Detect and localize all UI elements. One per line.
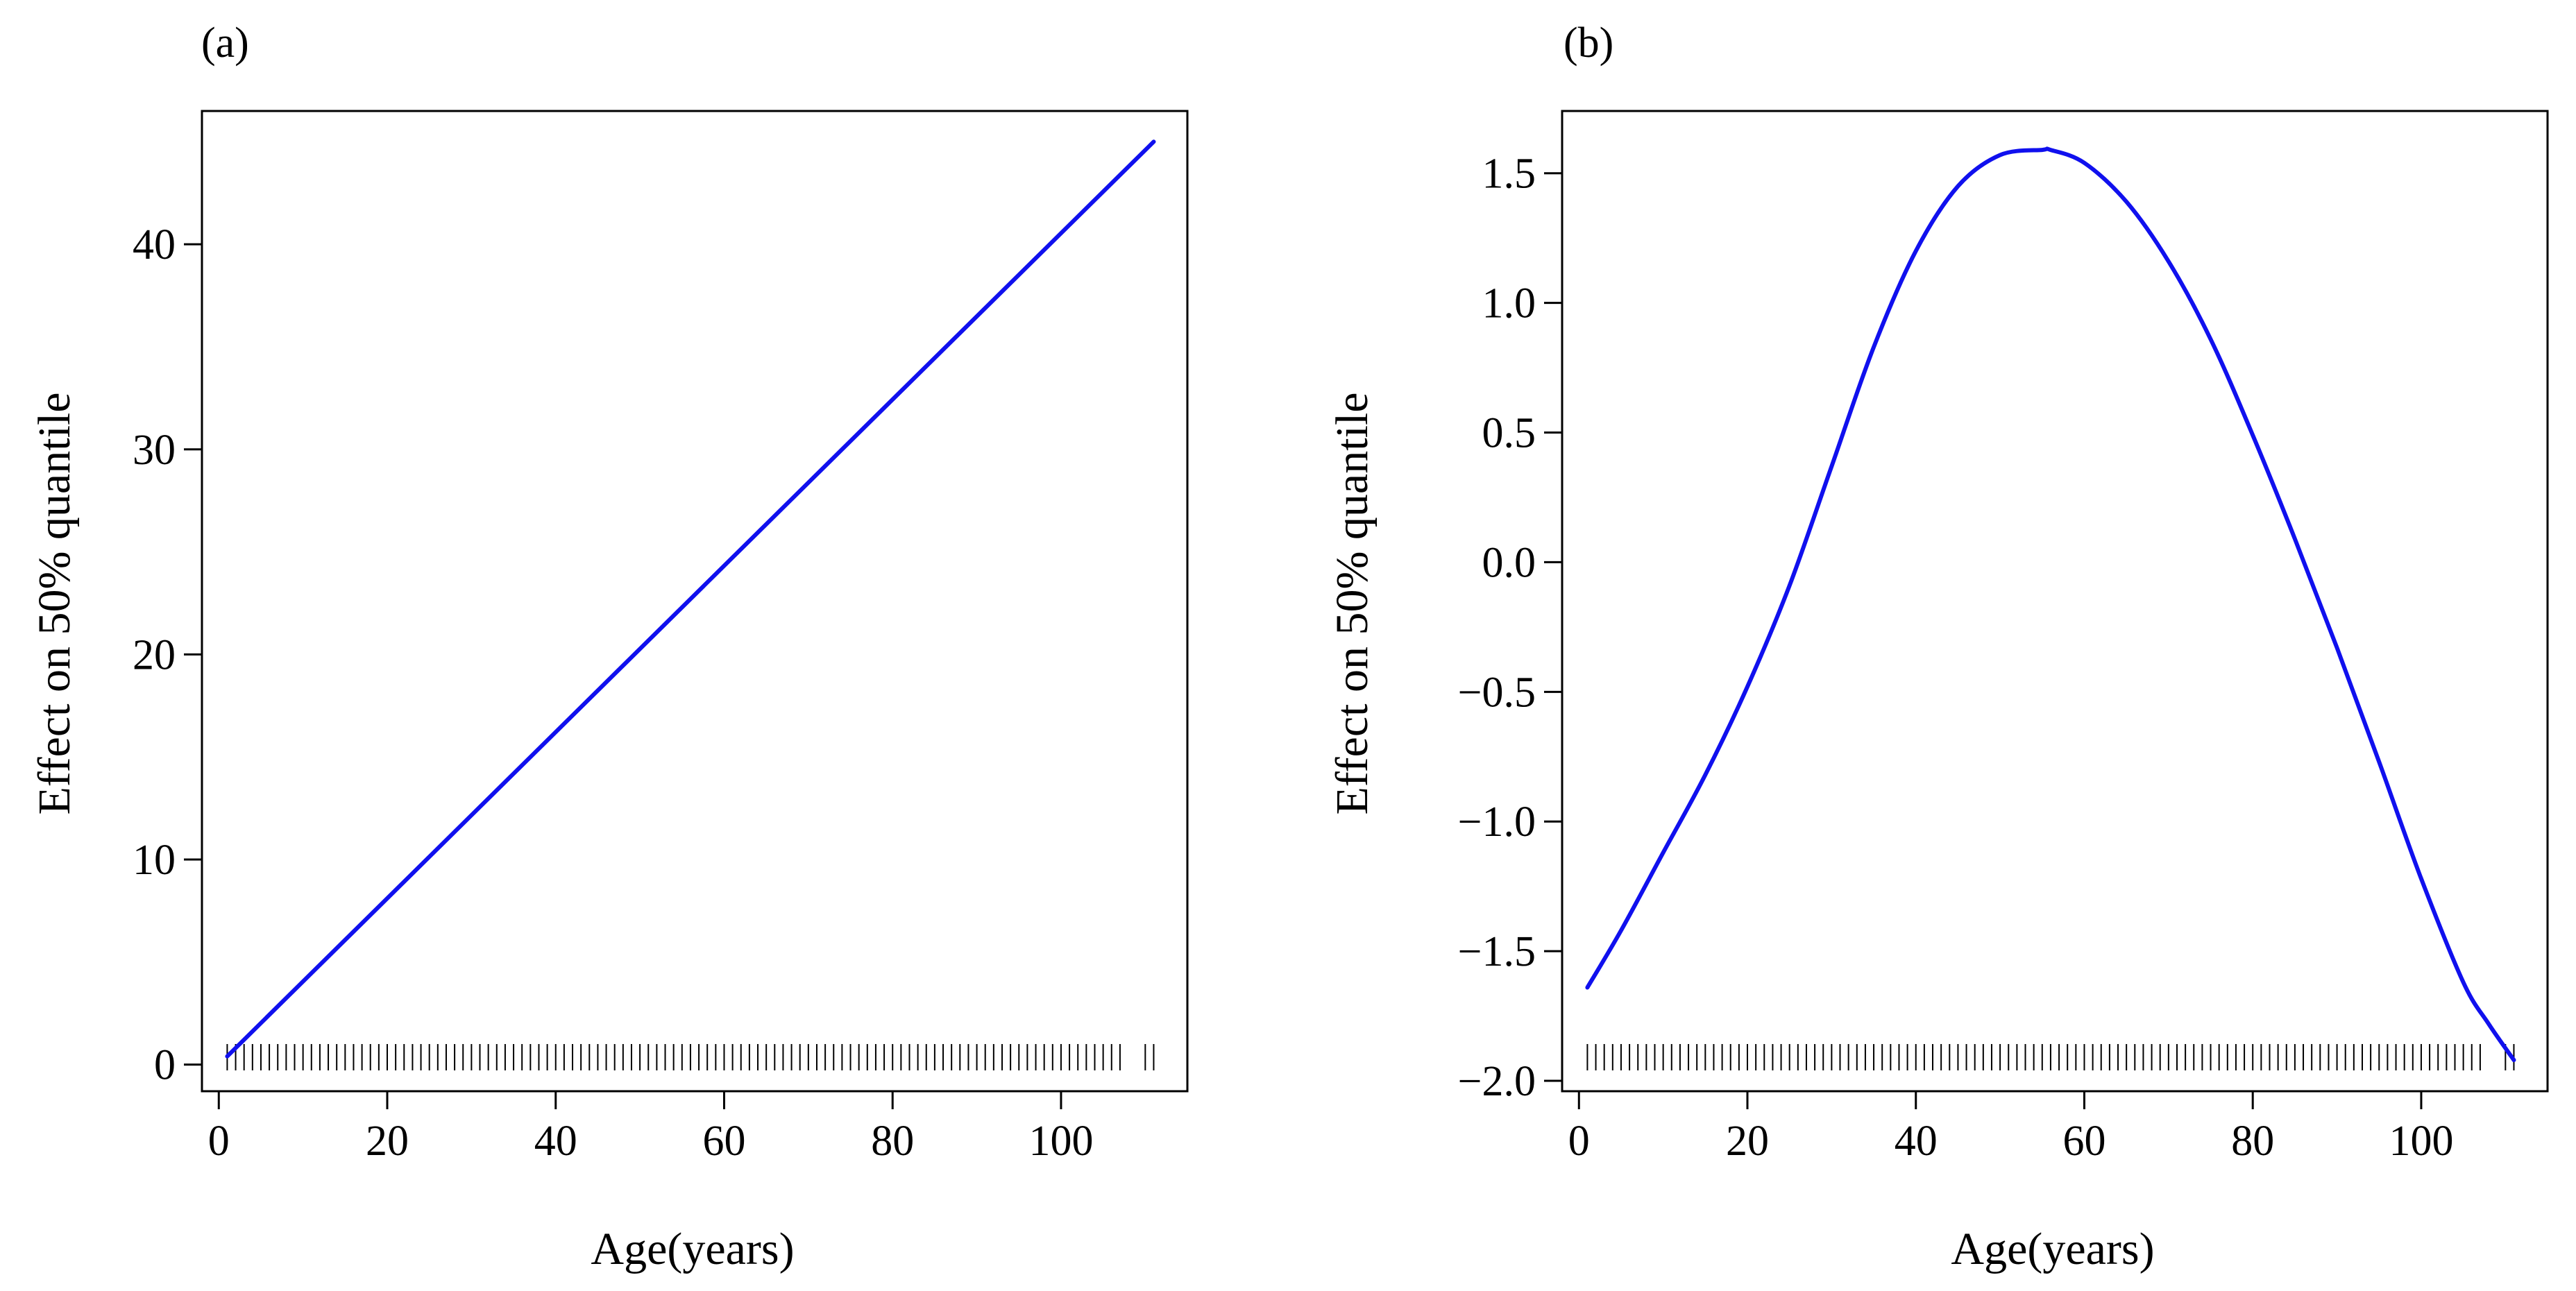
panel-a: (a) Effect on 50% quantile Age(years) 0 2… bbox=[29, 19, 1189, 1274]
rug bbox=[1586, 1044, 2515, 1070]
panel-label: (a) bbox=[201, 19, 249, 67]
y-axis-label: Effect on 50% quantile bbox=[29, 392, 80, 814]
y-tick-label: 0.0 bbox=[1482, 539, 1536, 586]
x-tick-label: 100 bbox=[1028, 1118, 1093, 1165]
x-axis-label: Age(years) bbox=[591, 1224, 794, 1274]
x-tick-label: 60 bbox=[2062, 1118, 2105, 1165]
y-tick-label: 1.5 bbox=[1482, 151, 1536, 198]
y-tick-label: 40 bbox=[133, 221, 176, 268]
x-tick-label: 80 bbox=[2231, 1118, 2274, 1165]
x-tick-label: 20 bbox=[366, 1118, 409, 1165]
series bbox=[1585, 146, 2516, 1063]
series bbox=[225, 139, 1156, 1059]
x-ticks: 0 20 40 60 80 100 bbox=[1568, 1091, 2453, 1165]
y-axis-label: Effect on 50% quantile bbox=[1327, 392, 1378, 814]
y-tick-label: −2.0 bbox=[1458, 1058, 1536, 1105]
y-ticks: −2.0 −1.5 −1.0 −0.5 0.0 0.5 1.0 1.5 bbox=[1458, 151, 1562, 1105]
y-tick-label: −1.0 bbox=[1458, 798, 1536, 846]
plot-frame bbox=[201, 110, 1189, 1093]
series-line-effect bbox=[1585, 146, 2516, 1063]
x-tick-label: 0 bbox=[1568, 1118, 1590, 1165]
y-tick-label: −1.5 bbox=[1458, 928, 1536, 975]
x-tick-label: 100 bbox=[2389, 1118, 2453, 1165]
x-axis-label: Age(years) bbox=[1951, 1224, 2154, 1274]
x-tick-label: 20 bbox=[1726, 1118, 1769, 1165]
y-tick-label: 1.0 bbox=[1482, 280, 1536, 327]
y-tick-label: 0 bbox=[154, 1042, 176, 1089]
series-line-effect bbox=[225, 139, 1156, 1059]
panel-b: (b) Effect on 50% quantile Age(years) 0 2… bbox=[1327, 19, 2549, 1274]
x-tick-label: 0 bbox=[208, 1118, 230, 1165]
y-tick-label: 0.5 bbox=[1482, 410, 1536, 457]
y-tick-label: 10 bbox=[133, 837, 176, 884]
y-ticks: 0 10 20 30 40 bbox=[133, 221, 202, 1089]
panel-label: (b) bbox=[1564, 19, 1613, 67]
x-ticks: 0 20 40 60 80 100 bbox=[208, 1091, 1093, 1165]
plot-frame bbox=[1561, 110, 2549, 1093]
y-tick-label: 20 bbox=[133, 631, 176, 678]
rug bbox=[226, 1044, 1155, 1070]
y-tick-label: −0.5 bbox=[1458, 669, 1536, 716]
x-tick-label: 60 bbox=[702, 1118, 745, 1165]
x-tick-label: 40 bbox=[534, 1118, 577, 1165]
x-tick-label: 80 bbox=[871, 1118, 914, 1165]
x-tick-label: 40 bbox=[1895, 1118, 1938, 1165]
y-tick-label: 30 bbox=[133, 427, 176, 474]
